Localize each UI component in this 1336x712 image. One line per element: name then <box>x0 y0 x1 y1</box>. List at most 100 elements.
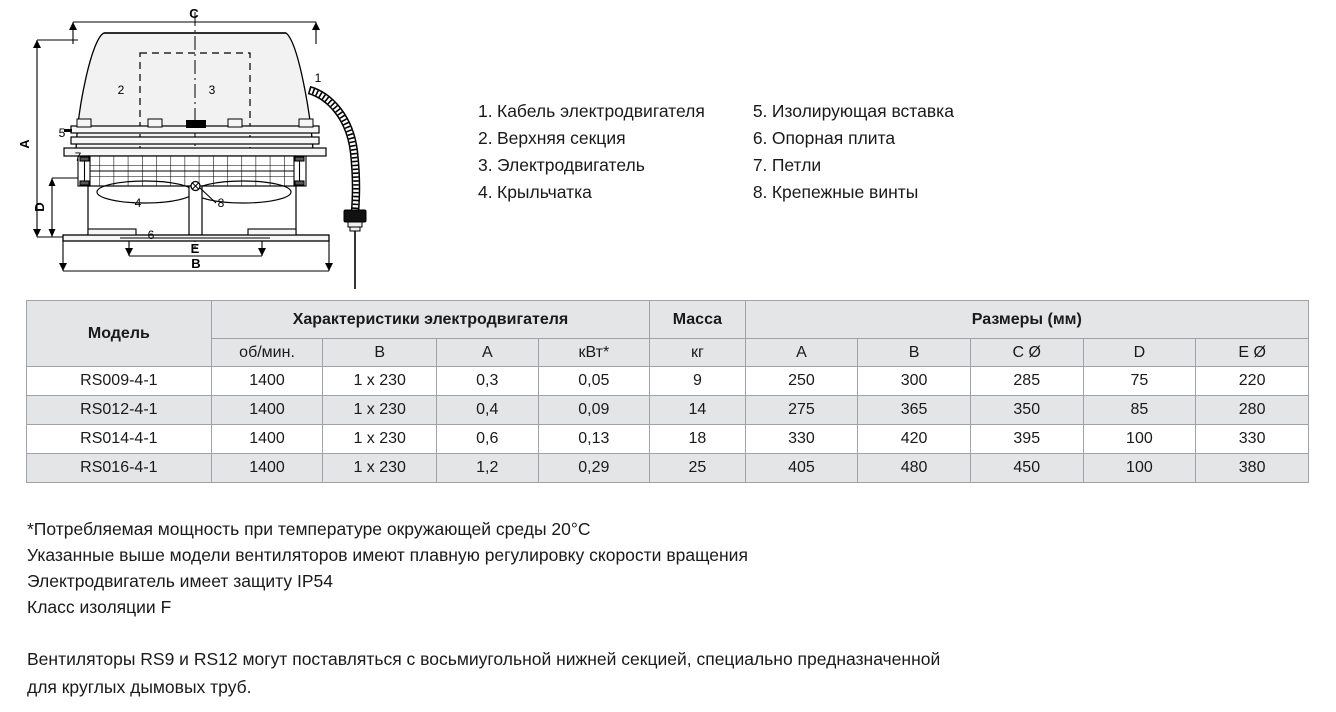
cell-volts: 1 x 230 <box>322 453 438 483</box>
callout-1: 1 <box>315 71 322 85</box>
cell-amps: 0,6 <box>436 424 539 454</box>
table-row: RS009-4-1 1400 1 x 230 0,3 0,05 9 250 30… <box>26 366 1309 396</box>
cell-dim-c: 350 <box>969 395 1084 425</box>
cell-dim-b: 300 <box>857 366 971 396</box>
cell-dim-c: 395 <box>969 424 1084 454</box>
legend-item: 8. Крепежные винты <box>753 179 954 206</box>
cell-dim-e: 280 <box>1195 395 1309 425</box>
legend-item-number: 7. <box>752 155 768 175</box>
cell-volts: 1 x 230 <box>322 424 438 454</box>
dimension-b <box>59 241 333 272</box>
flexible-conduit-cable-icon <box>307 85 367 289</box>
legend-item-label: Крепежные винты <box>771 182 919 202</box>
cell-dim-e: 380 <box>1195 453 1309 483</box>
dimension-label-a: A <box>17 139 32 149</box>
cell-amps: 0,4 <box>436 395 539 425</box>
specification-table-container: Модель Характеристики электродвигателя М… <box>26 300 1310 483</box>
column-group-header-motor: Характеристики электродвигателя <box>210 300 651 339</box>
cell-volts: 1 x 230 <box>322 366 438 396</box>
callout-3: 3 <box>209 83 216 97</box>
footnote-line: Электродвигатель имеет защиту IP54 <box>27 571 334 591</box>
legend-item: 7. Петли <box>753 152 954 179</box>
grille-section <box>77 155 307 187</box>
callout-4: 4 <box>135 196 142 210</box>
cell-volts: 1 x 230 <box>322 395 438 425</box>
cell-dim-d: 85 <box>1082 395 1197 425</box>
legend-item-label: Кабель электродвигателя <box>497 101 705 121</box>
cell-mass: 18 <box>649 424 746 454</box>
cell-dim-a: 250 <box>744 366 859 396</box>
column-header-dim-a: A <box>744 338 859 367</box>
legend-column-right: 5. Изолирующая вставка 6. Опорная плита 7.… <box>753 98 954 206</box>
legend-item-number: 1. <box>478 101 493 121</box>
dimension-label-b: B <box>191 256 200 271</box>
legend-item-number: 8. <box>752 182 768 202</box>
cell-dim-a: 405 <box>744 453 859 483</box>
legend-item-number: 4. <box>478 182 493 202</box>
cell-dim-c: 285 <box>969 366 1084 396</box>
dimension-e <box>125 241 266 257</box>
footnote-line: Класс изоляции F <box>27 597 172 617</box>
cell-rpm: 1400 <box>210 395 324 425</box>
cell-rpm: 1400 <box>210 424 324 454</box>
column-header-volts: B <box>322 338 438 367</box>
legend-item: 6. Опорная плита <box>753 125 954 152</box>
cell-rpm: 1400 <box>210 366 324 396</box>
cell-model: RS012-4-1 <box>26 395 212 425</box>
cell-mass: 25 <box>649 453 746 483</box>
column-header-dim-d: D <box>1082 338 1197 367</box>
column-header-kilowatts: кВт* <box>537 338 651 367</box>
closing-paragraph: Вентиляторы RS9 и RS12 могут поставлятьс… <box>27 645 1097 701</box>
dimension-label-c: C <box>189 6 199 21</box>
paragraph-line: для круглых дымовых труб. <box>27 677 252 697</box>
motor-dashed-outline-icon <box>139 52 251 150</box>
cell-dim-d: 100 <box>1082 424 1197 454</box>
legend-item-label: Верхняя секция <box>497 128 626 148</box>
assembly-diagram: C A D 2 3 <box>0 0 430 292</box>
callout-6: 6 <box>148 228 155 242</box>
column-group-header-dimensions: Размеры (мм) <box>744 300 1310 339</box>
column-header-dim-b: B <box>857 338 971 367</box>
footnote-line: Указанные выше модели вентиляторов имеют… <box>27 545 748 565</box>
base-plate-icon <box>62 228 330 242</box>
legend-item-label: Крыльчатка <box>497 182 592 202</box>
column-group-header-mass: Масса <box>649 300 746 339</box>
cell-rpm: 1400 <box>210 453 324 483</box>
column-header-model: Модель <box>26 300 212 367</box>
cell-model: RS014-4-1 <box>26 424 212 454</box>
cell-dim-e: 220 <box>1195 366 1309 396</box>
cell-mass: 9 <box>649 366 746 396</box>
cell-kilowatts: 0,13 <box>537 424 651 454</box>
legend-item: 3. Электродвигатель <box>478 152 705 179</box>
cell-kilowatts: 0,29 <box>537 453 651 483</box>
cell-dim-b: 480 <box>857 453 971 483</box>
cell-mass: 14 <box>649 395 746 425</box>
column-header-dim-c: C Ø <box>969 338 1084 367</box>
legend-item-number: 3. <box>478 155 493 175</box>
table-row: RS014-4-1 1400 1 x 230 0,6 0,13 18 330 4… <box>26 424 1309 454</box>
cell-model: RS009-4-1 <box>26 366 212 396</box>
legend-item-number: 2. <box>478 128 493 148</box>
cell-amps: 1,2 <box>436 453 539 483</box>
legend-item: 5. Изолирующая вставка <box>753 98 954 125</box>
cell-dim-d: 75 <box>1082 366 1197 396</box>
cell-dim-b: 365 <box>857 395 971 425</box>
cell-model: RS016-4-1 <box>26 453 212 483</box>
legend-item-number: 5. <box>752 101 768 121</box>
legend-item-label: Изолирующая вставка <box>771 101 954 121</box>
cell-dim-c: 450 <box>969 453 1084 483</box>
column-header-mass-kg: кг <box>649 338 746 367</box>
shaft-hub <box>188 180 203 236</box>
legend-column-left: 1. Кабель электродвигателя 2. Верхняя секц… <box>478 98 705 206</box>
table-header-sub-row: об/мин. B A кВт* кг A B C Ø D E Ø <box>27 338 1309 367</box>
legend-item: 4. Крыльчатка <box>478 179 705 206</box>
cell-dim-e: 330 <box>1195 424 1309 454</box>
cell-dim-b: 420 <box>857 424 971 454</box>
legend-item: 2. Верхняя секция <box>478 125 705 152</box>
column-header-amps: A <box>436 338 539 367</box>
column-header-rpm: об/мин. <box>210 338 324 367</box>
cell-dim-a: 275 <box>744 395 859 425</box>
callout-2: 2 <box>118 83 125 97</box>
assembly-drawing-svg: C A D 2 3 <box>17 6 367 289</box>
hinge-icon <box>79 156 305 186</box>
